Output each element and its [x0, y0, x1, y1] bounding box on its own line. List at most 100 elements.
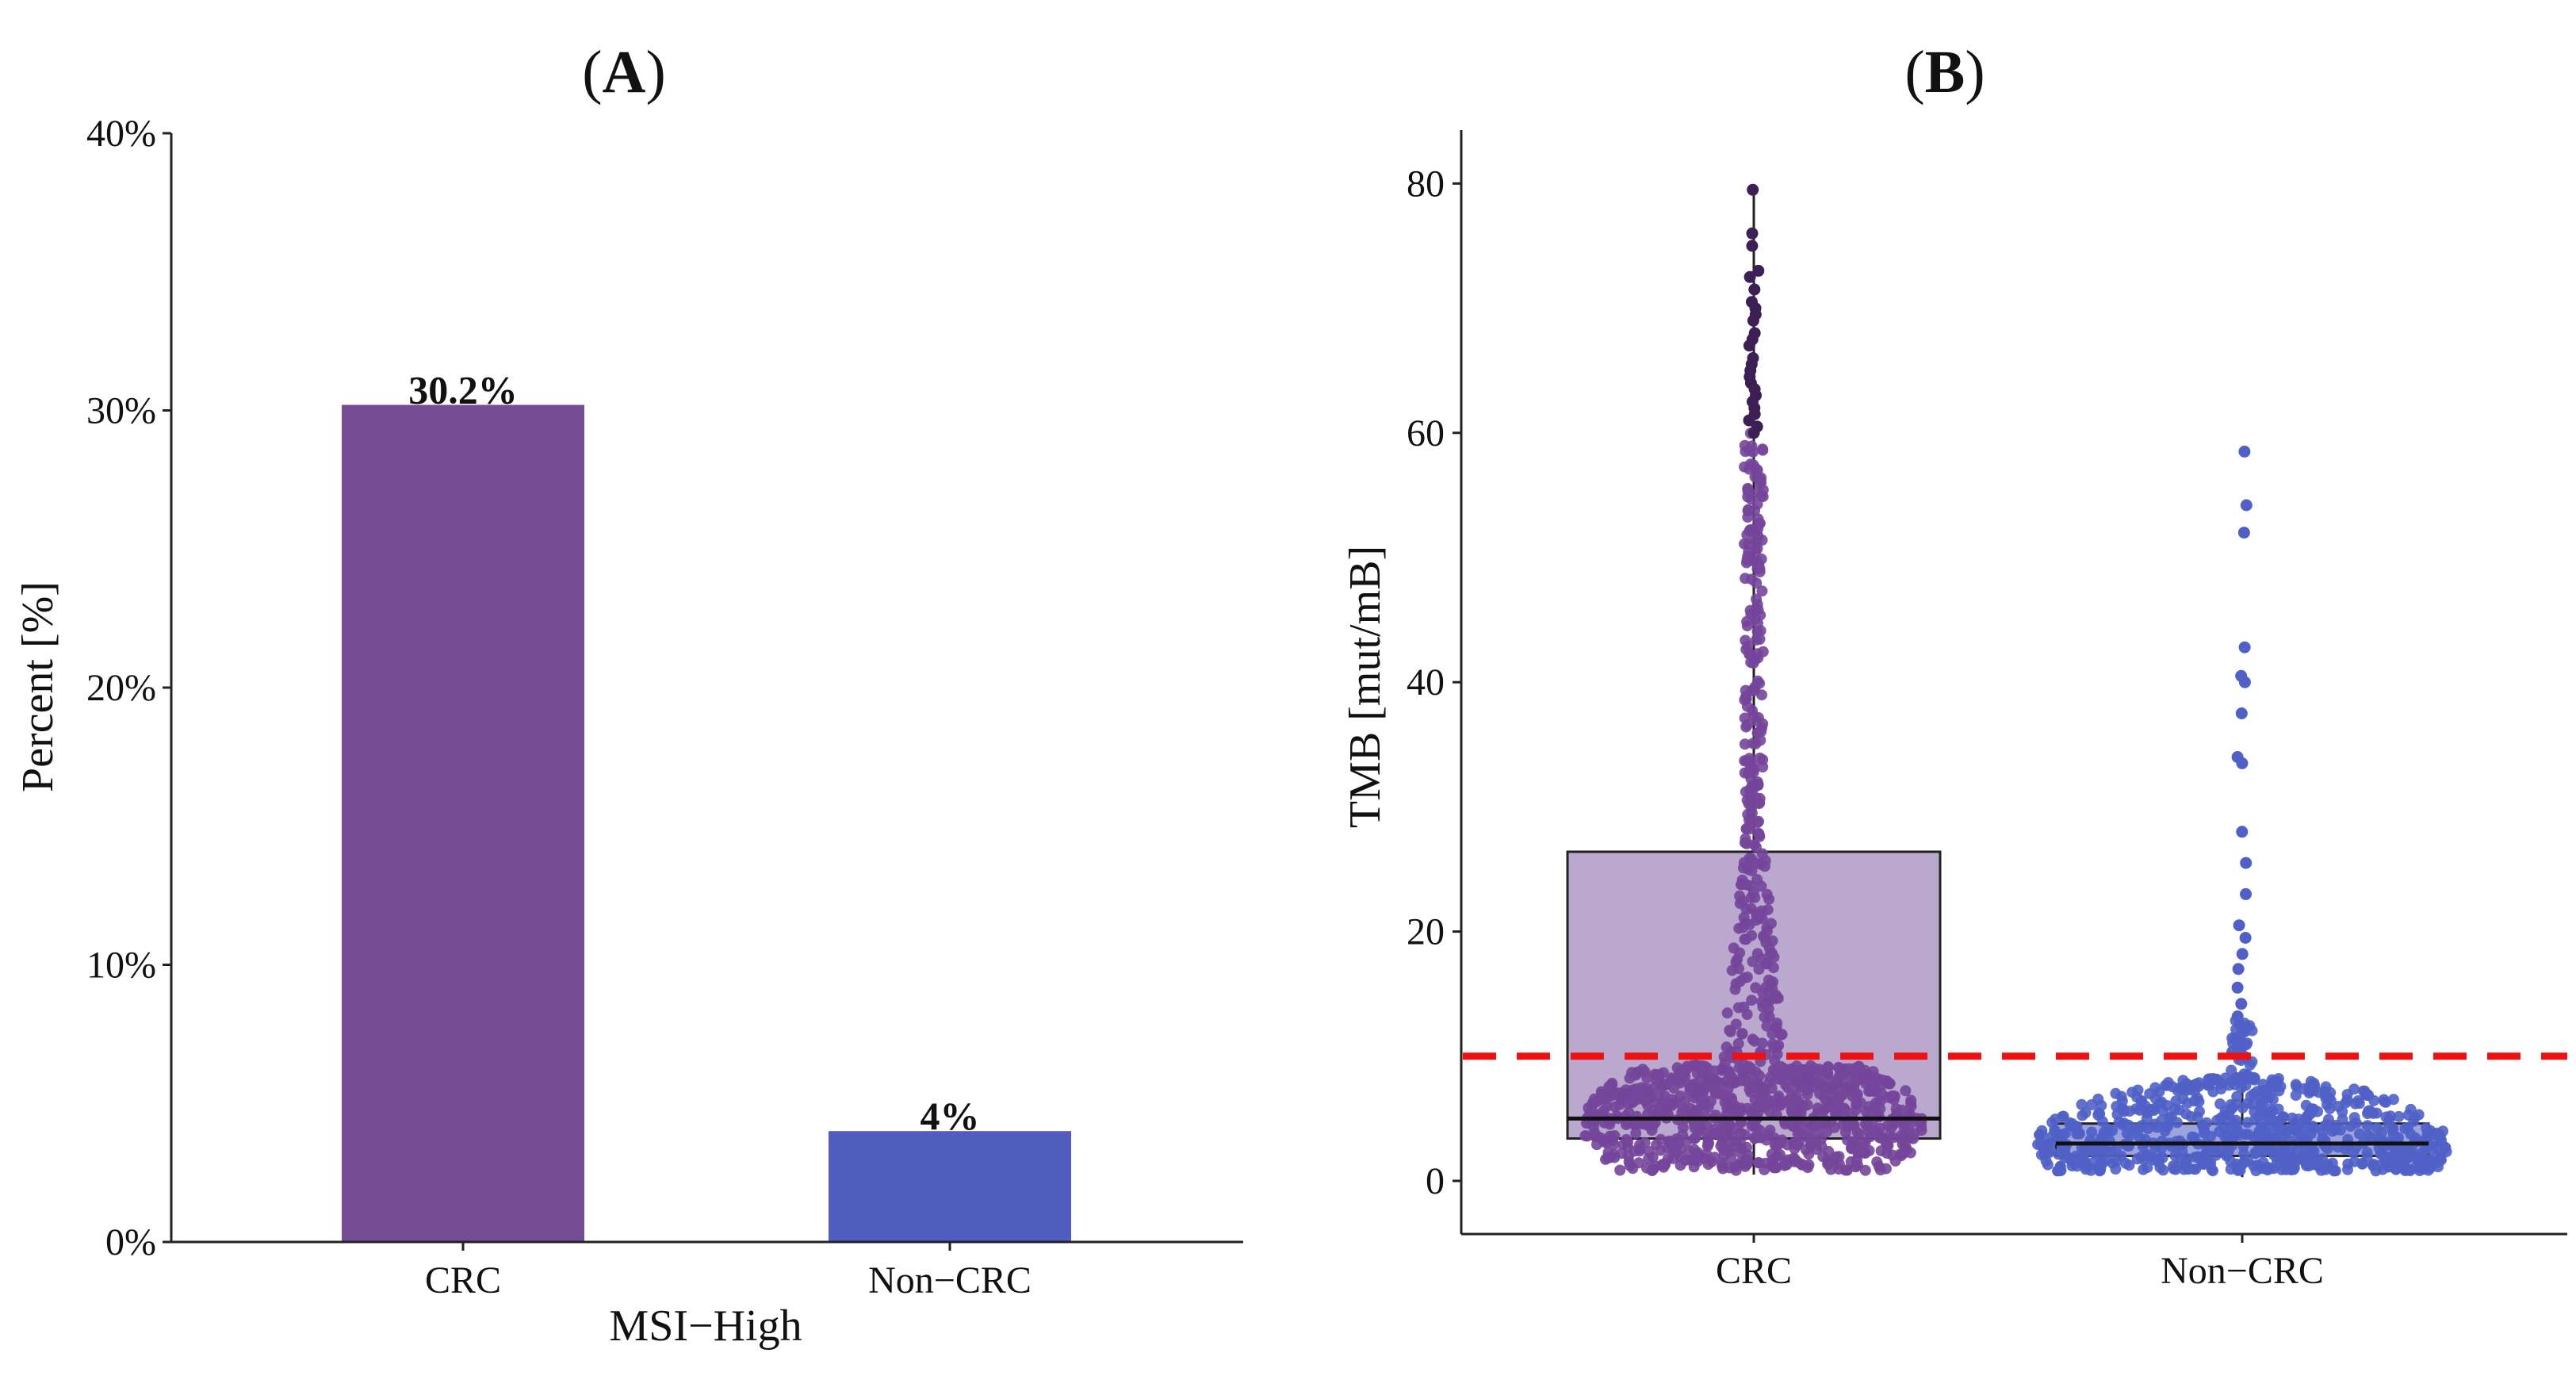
- panel-b-point-non-crc: [2188, 1163, 2200, 1175]
- panel-b-point-crc: [1752, 727, 1764, 739]
- panel-b-point-crc: [1814, 1066, 1826, 1078]
- panel-b-point-crc: [1660, 1106, 1672, 1117]
- panel-b-point-crc: [1643, 1152, 1655, 1164]
- panel-b-y-axis-title: TMB [mut/mB]: [1341, 546, 1390, 828]
- panel-b-point-crc: [1796, 1159, 1808, 1170]
- panel-b-point-crc: [1753, 964, 1765, 975]
- panel-b-point-crc: [1690, 1082, 1701, 1094]
- panel-b-point-non-crc: [2050, 1113, 2061, 1125]
- panel-b-point-non-crc: [2223, 1109, 2235, 1121]
- panel-a-y-tick-label: 30%: [86, 390, 156, 432]
- panel-b-point-non-crc: [2265, 1081, 2277, 1093]
- panel-b-point-crc: [1851, 1068, 1862, 1080]
- panel-b-point-non-crc: [2073, 1128, 2085, 1140]
- panel-b-point-non-crc: [2237, 1102, 2249, 1113]
- panel-b-outlier-non-crc: [2232, 1040, 2244, 1052]
- panel-b-point-crc: [1751, 648, 1763, 660]
- panel-b-point-crc: [1659, 1079, 1671, 1090]
- panel-b-point-crc: [1841, 1164, 1853, 1176]
- panel-b-point-crc: [1690, 1060, 1702, 1071]
- panel-b-point-crc: [1692, 1105, 1704, 1117]
- panel-b-point-non-crc: [2169, 1150, 2181, 1162]
- panel-b-point-crc: [1614, 1098, 1626, 1110]
- panel-b-label-close: ): [1965, 39, 1985, 105]
- panel-b-point-crc: [1740, 573, 1751, 585]
- panel-a-label-letter: A: [603, 39, 646, 105]
- panel-b-point-crc: [1674, 1075, 1686, 1086]
- panel-b-point-crc: [1778, 1062, 1789, 1074]
- panel-b-point-non-crc: [2234, 1164, 2246, 1176]
- panel-b-point-crc: [1737, 1058, 1749, 1070]
- panel-b-point-non-crc: [2312, 1154, 2324, 1166]
- panel-b-point-crc: [1745, 1063, 1757, 1075]
- panel-b-point-crc: [1658, 1161, 1670, 1173]
- panel-a-label-open: (: [582, 39, 602, 105]
- panel-b-point-crc: [1606, 1131, 1617, 1143]
- panel-b-point-crc: [1763, 1077, 1774, 1089]
- panel-b-point-crc: [1771, 1073, 1783, 1085]
- panel-b-point-crc: [1739, 767, 1751, 779]
- panel-b-y-tick-label: 0: [1426, 1160, 1445, 1202]
- panel-b-point-crc: [1749, 471, 1761, 483]
- panel-b-point-non-crc: [2188, 1095, 2200, 1107]
- panel-b-point-crc: [1882, 1120, 1893, 1131]
- panel-b-point-crc: [1751, 948, 1763, 960]
- panel-b-point-crc: [1682, 1063, 1694, 1075]
- panel-b-point-crc: [1746, 803, 1757, 814]
- panel-b-point-non-crc: [2153, 1152, 2165, 1164]
- panel-b-point-non-crc: [2210, 1149, 2222, 1161]
- panel-b-point-non-crc: [2291, 1144, 2303, 1156]
- panel-b-point-crc: [1749, 504, 1761, 516]
- panel-b-point-non-crc: [2247, 1098, 2259, 1110]
- panel-b-point-crc: [1886, 1090, 1898, 1102]
- panel-b-point-crc: [1863, 1101, 1875, 1113]
- panel-b-point-crc: [1677, 1103, 1689, 1115]
- panel-b-point-crc: [1782, 1082, 1793, 1094]
- panel-b-point-non-crc: [2211, 1114, 2223, 1126]
- panel-b-point-crc: [1736, 1028, 1748, 1040]
- panel-b-point-non-crc: [2136, 1151, 2147, 1163]
- panel-b-point-crc: [1886, 1149, 1898, 1161]
- panel-b-point-crc: [1724, 1145, 1736, 1157]
- panel-b-outlier-non-crc: [2238, 676, 2251, 688]
- panel-a-bar-value-label: 4%: [921, 1094, 980, 1138]
- panel-b-point-crc: [1787, 1121, 1799, 1133]
- panel-b-point-crc: [1624, 1159, 1636, 1171]
- panel-b-point-non-crc: [2192, 1151, 2204, 1163]
- panel-b-point-crc: [1751, 599, 1763, 611]
- panel-b-point-crc: [1740, 879, 1752, 891]
- panel-b-point-non-crc: [2053, 1148, 2065, 1160]
- panel-b-point-non-crc: [2096, 1099, 2107, 1111]
- panel-b-point-crc: [1839, 1104, 1851, 1116]
- panel-b-point-crc: [1786, 1105, 1797, 1116]
- panel-b-point-non-crc: [2268, 1149, 2279, 1161]
- panel-b-outlier-crc: [1743, 339, 1755, 352]
- panel-b-point-crc: [1751, 634, 1763, 646]
- panel-b-outlier-non-crc: [2232, 963, 2245, 975]
- panel-b-point-non-crc: [2291, 1080, 2302, 1092]
- panel-b-point-crc: [1761, 888, 1773, 900]
- panel-b-point-non-crc: [2306, 1080, 2318, 1092]
- panel-b-point-non-crc: [2117, 1102, 2129, 1114]
- panel-b-point-non-crc: [2421, 1128, 2433, 1140]
- panel-b-point-crc: [1744, 784, 1755, 795]
- panel-b-point-non-crc: [2340, 1097, 2352, 1109]
- panel-b-point-crc: [1774, 1099, 1786, 1111]
- panel-b-point-crc: [1751, 542, 1763, 554]
- panel-b-outlier-non-crc: [2236, 826, 2249, 838]
- panel-b-point-crc: [1757, 444, 1769, 456]
- panel-b-point-crc: [1820, 1102, 1832, 1114]
- panel-b: (B) 0 20 40 60 80 CRC Non−CRC TMB [mut/mB]: [1341, 39, 2567, 1292]
- panel-b-point-non-crc: [2180, 1108, 2192, 1120]
- panel-b-point-non-crc: [2171, 1117, 2183, 1129]
- panel-b-point-crc: [1813, 1119, 1825, 1131]
- panel-b-point-crc: [1602, 1092, 1613, 1104]
- panel-b-point-non-crc: [2390, 1163, 2402, 1175]
- panel-b-point-non-crc: [2276, 1163, 2287, 1175]
- panel-b-point-non-crc: [2115, 1090, 2127, 1102]
- panel-b-point-crc: [1905, 1097, 1917, 1109]
- panel-b-point-crc: [1791, 1060, 1803, 1072]
- panel-b-point-non-crc: [2306, 1143, 2318, 1155]
- panel-b-point-crc: [1754, 909, 1766, 921]
